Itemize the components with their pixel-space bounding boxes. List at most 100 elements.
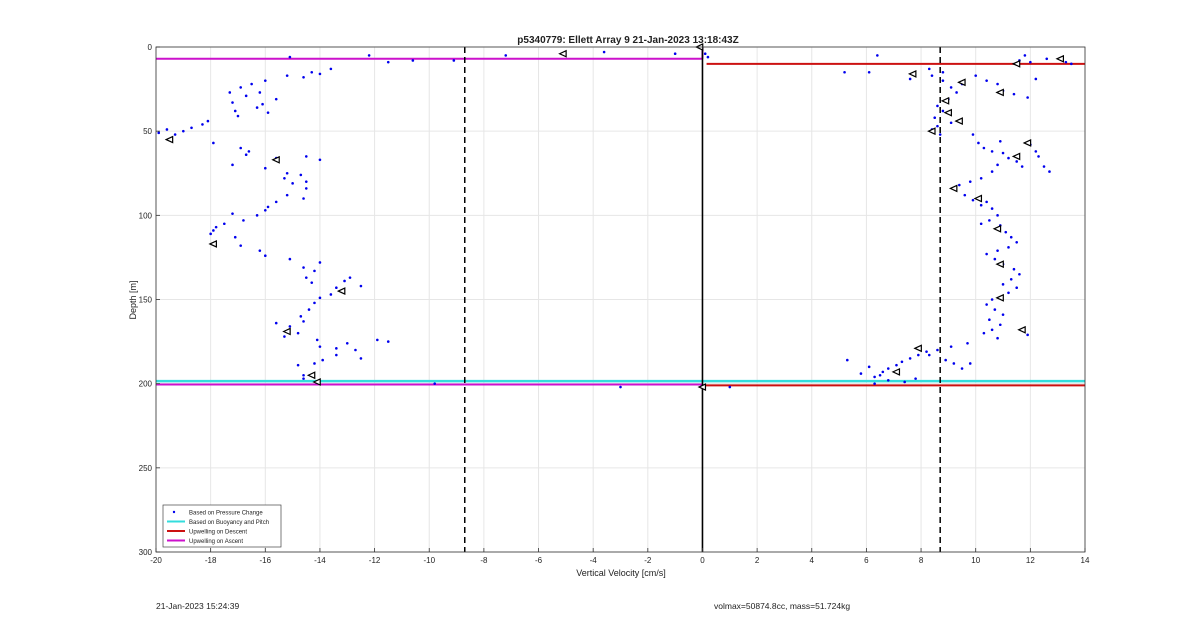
buoyancy-point <box>271 155 280 164</box>
pressure-point <box>996 214 999 217</box>
pressure-point <box>329 67 333 71</box>
buoyancy-point <box>957 78 966 87</box>
footer-timestamp: 21-Jan-2023 15:24:39 <box>156 601 240 611</box>
pressure-point <box>201 123 204 126</box>
buoyancy-point <box>1011 59 1021 68</box>
pressure-point <box>960 367 964 370</box>
pressure-point <box>1070 62 1073 66</box>
buoyancy-point <box>558 49 567 58</box>
x-tick-label: -12 <box>369 556 381 565</box>
pressure-point <box>165 128 169 131</box>
buoyancy-point <box>336 287 346 296</box>
pressure-point <box>917 353 920 357</box>
pressure-point <box>1012 92 1016 96</box>
pressure-point <box>1004 230 1008 234</box>
buoyancy-point <box>995 260 1004 269</box>
pressure-point <box>304 276 308 279</box>
pressure-point <box>1048 170 1051 173</box>
pressure-point <box>966 341 969 345</box>
buoyancy-point <box>1011 152 1021 161</box>
pressure-point <box>949 86 953 89</box>
pressure-point <box>206 119 210 123</box>
buoyancy-point <box>891 367 901 376</box>
pressure-point <box>274 200 278 204</box>
pressure-point <box>1034 150 1038 153</box>
buoyancy-point <box>1055 54 1065 63</box>
buoyancy-point <box>992 224 1002 233</box>
buoyancy-point <box>940 96 950 105</box>
pressure-point <box>1009 235 1013 239</box>
pressure-point <box>304 187 308 190</box>
buoyancy-point <box>913 344 922 353</box>
x-tick-label: 10 <box>971 556 980 565</box>
x-tick-label: -16 <box>260 556 272 565</box>
x-tick-label: 12 <box>1026 556 1035 565</box>
pressure-point <box>239 244 243 247</box>
pressure-point <box>258 91 262 94</box>
buoyancy-point <box>306 371 316 380</box>
pressure-point <box>990 298 994 301</box>
pressure-point <box>288 325 292 328</box>
pressure-point <box>990 328 994 332</box>
pressure-point <box>266 205 270 209</box>
pressure-point <box>354 348 357 352</box>
buoyancy-point <box>948 184 958 193</box>
y-tick-label: 250 <box>139 464 153 473</box>
pressure-point <box>239 86 243 89</box>
pressure-point <box>1037 155 1040 158</box>
pressure-point <box>1012 267 1016 271</box>
pressure-point <box>223 222 226 226</box>
pressure-point <box>996 82 999 86</box>
pressure-point <box>299 315 303 318</box>
pressure-point <box>1018 272 1021 276</box>
x-tick-label: -14 <box>314 556 326 565</box>
pressure-point <box>988 318 991 322</box>
x-tick-label: -8 <box>480 556 488 565</box>
chart-title: p5340779: Ellett Array 9 21-Jan-2023 13:… <box>517 35 738 46</box>
pressure-point <box>313 269 316 273</box>
pressure-point <box>602 50 606 54</box>
x-tick-label: -10 <box>423 556 435 565</box>
buoyancy-point <box>312 378 321 386</box>
pressure-point <box>258 249 262 252</box>
pressure-point <box>1015 160 1018 163</box>
pressure-point <box>182 129 185 133</box>
pressure-point <box>1001 151 1005 155</box>
pressure-point <box>266 111 270 114</box>
pressure-point <box>1001 283 1005 286</box>
pressure-point <box>345 341 349 345</box>
x-tick-label: -18 <box>205 556 217 565</box>
pressure-point <box>242 219 245 222</box>
pressure-point <box>955 91 958 94</box>
pressure-point <box>958 183 961 187</box>
pressure-point <box>1026 96 1029 99</box>
buoyancy-point <box>1022 139 1032 147</box>
y-tick-label: 150 <box>139 296 153 305</box>
pressure-point <box>1029 60 1032 64</box>
pressure-point <box>1023 54 1027 57</box>
pressure-point <box>963 193 967 197</box>
pressure-point <box>244 94 248 98</box>
y-tick-label: 0 <box>148 43 153 52</box>
x-tick-label: 0 <box>700 556 705 565</box>
buoyancy-point <box>973 194 983 203</box>
buoyancy-point <box>927 127 936 136</box>
pressure-point <box>433 382 437 385</box>
pressure-point <box>302 373 305 377</box>
pressure-point <box>212 141 215 145</box>
pressure-point <box>291 182 294 185</box>
pressure-point <box>263 79 267 82</box>
pressure-point <box>233 235 237 239</box>
pressure-point <box>941 109 945 113</box>
buoyancy-point <box>208 240 217 248</box>
pressure-point <box>318 72 322 76</box>
pressure-point <box>304 180 308 183</box>
pressure-point <box>703 52 707 56</box>
pressure-point <box>190 126 193 130</box>
pressure-point <box>335 347 338 350</box>
pressure-point <box>619 385 622 389</box>
x-tick-label: -4 <box>590 556 598 565</box>
pressure-point <box>867 70 871 74</box>
pressure-point <box>209 232 212 236</box>
